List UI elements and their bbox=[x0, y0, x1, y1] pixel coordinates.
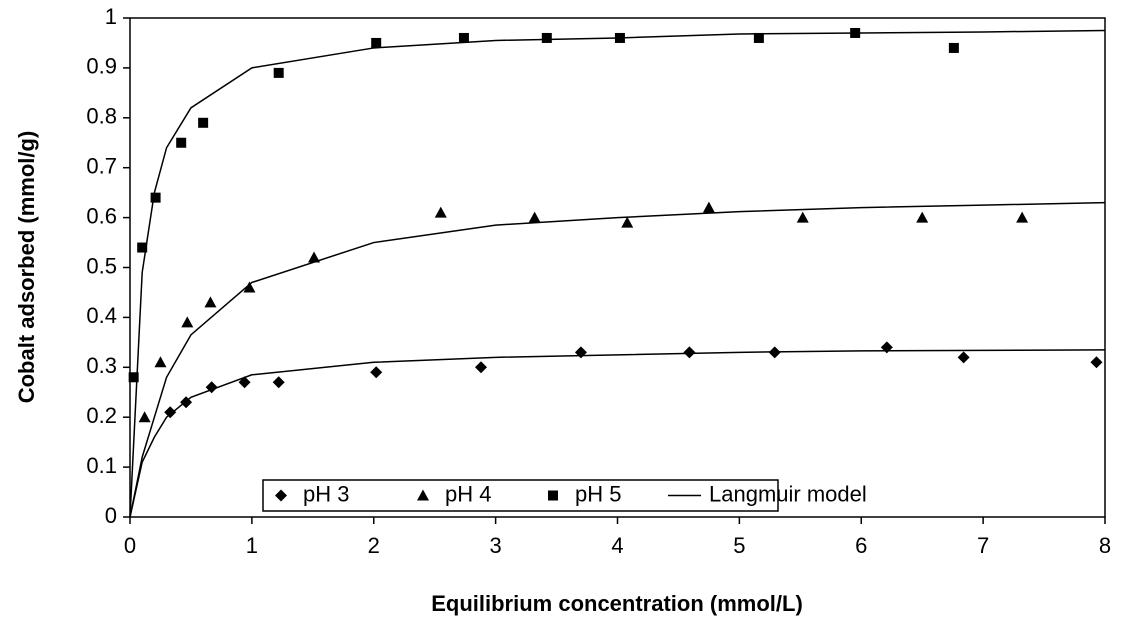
square-marker bbox=[150, 192, 161, 203]
diamond-marker bbox=[370, 366, 383, 379]
model-curve bbox=[129, 349, 1106, 518]
triangle-marker bbox=[621, 216, 634, 228]
triangle-marker bbox=[308, 251, 321, 263]
y-tick-label: 0 bbox=[105, 503, 117, 528]
y-tick-label: 0.4 bbox=[86, 303, 117, 328]
y-tick-label: 1 bbox=[105, 4, 117, 29]
square-marker bbox=[541, 32, 552, 43]
triangle-marker bbox=[702, 201, 715, 213]
x-axis-title: Equilibrium concentration (mmol/L) bbox=[431, 591, 803, 616]
y-tick-label: 0.9 bbox=[86, 54, 117, 79]
x-tick-label: 0 bbox=[124, 533, 136, 558]
diamond-marker bbox=[238, 376, 251, 389]
plot-frame bbox=[129, 17, 1106, 518]
model-curve bbox=[129, 201, 1106, 518]
diamond-marker bbox=[574, 346, 587, 359]
triangle-marker bbox=[243, 281, 256, 293]
diamond-marker bbox=[164, 406, 177, 419]
diamond-marker bbox=[275, 489, 287, 502]
square-marker bbox=[850, 27, 861, 38]
square-marker bbox=[128, 372, 139, 383]
y-tick-label: 0.5 bbox=[86, 253, 117, 278]
square-marker bbox=[458, 32, 469, 43]
triangle-marker bbox=[204, 296, 217, 308]
legend-label: pH 3 bbox=[303, 481, 349, 506]
square-marker bbox=[948, 42, 959, 53]
x-tick-label: 6 bbox=[855, 533, 867, 558]
y-tick-label: 0.1 bbox=[86, 453, 117, 478]
triangle-marker bbox=[796, 211, 809, 223]
x-tick-label: 8 bbox=[1099, 533, 1111, 558]
square-marker bbox=[614, 32, 625, 43]
x-tick-label: 5 bbox=[733, 533, 745, 558]
diamond-marker bbox=[957, 351, 970, 364]
y-tick-label: 0.7 bbox=[86, 154, 117, 179]
x-tick-label: 7 bbox=[977, 533, 989, 558]
triangle-marker bbox=[138, 411, 151, 423]
triangle-marker bbox=[528, 211, 541, 223]
square-marker bbox=[273, 67, 284, 78]
diamond-marker bbox=[272, 376, 285, 389]
square-marker bbox=[137, 242, 148, 253]
square-marker bbox=[371, 37, 382, 48]
y-tick-label: 0.2 bbox=[86, 403, 117, 428]
y-tick-label: 0.8 bbox=[86, 104, 117, 129]
square-marker bbox=[198, 117, 209, 128]
x-tick-label: 3 bbox=[490, 533, 502, 558]
square-marker bbox=[548, 490, 558, 501]
square-marker bbox=[753, 32, 764, 43]
triangle-marker bbox=[154, 356, 167, 368]
diamond-marker bbox=[180, 396, 193, 409]
triangle-marker bbox=[434, 206, 447, 218]
x-tick-label: 1 bbox=[246, 533, 258, 558]
triangle-marker bbox=[181, 316, 194, 328]
x-tick-label: 2 bbox=[368, 533, 380, 558]
y-axis-title: Cobalt adsorbed (mmol/g) bbox=[14, 131, 39, 404]
x-tick-label: 4 bbox=[611, 533, 623, 558]
triangle-marker bbox=[916, 211, 929, 223]
diamond-marker bbox=[880, 341, 893, 354]
diamond-marker bbox=[475, 361, 487, 374]
legend-label: pH 5 bbox=[575, 481, 621, 506]
diamond-marker bbox=[205, 381, 218, 394]
square-marker bbox=[176, 137, 187, 148]
y-tick-label: 0.6 bbox=[86, 203, 117, 228]
triangle-marker bbox=[417, 489, 429, 501]
legend-label: Langmuir model bbox=[709, 481, 867, 506]
y-tick-label: 0.3 bbox=[86, 353, 117, 378]
legend-box bbox=[262, 479, 779, 512]
diamond-marker bbox=[768, 346, 781, 359]
triangle-marker bbox=[1016, 211, 1029, 223]
diamond-marker bbox=[683, 346, 696, 359]
legend-label: pH 4 bbox=[445, 481, 491, 506]
diamond-marker bbox=[1090, 356, 1103, 369]
